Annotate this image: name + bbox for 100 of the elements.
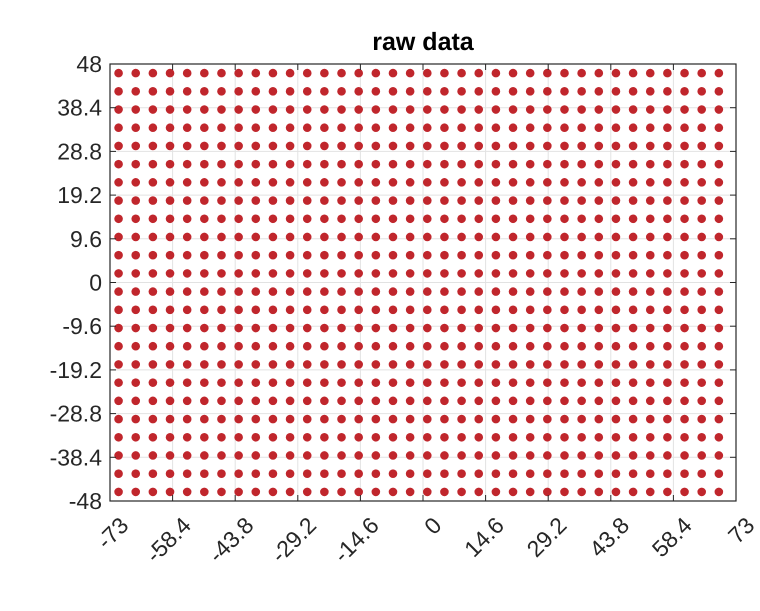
point bbox=[474, 250, 484, 260]
point bbox=[594, 432, 604, 442]
point bbox=[182, 178, 192, 187]
point bbox=[320, 378, 329, 387]
point bbox=[526, 214, 534, 224]
point bbox=[680, 142, 689, 150]
point bbox=[166, 488, 174, 496]
point bbox=[560, 287, 569, 296]
point bbox=[182, 160, 192, 168]
point bbox=[200, 451, 209, 460]
point bbox=[457, 396, 466, 406]
point bbox=[646, 160, 655, 168]
point bbox=[114, 324, 123, 332]
point bbox=[422, 378, 432, 387]
point bbox=[131, 196, 140, 205]
point bbox=[543, 342, 552, 351]
point bbox=[286, 105, 294, 114]
point bbox=[372, 105, 380, 114]
point bbox=[714, 87, 724, 96]
point bbox=[131, 87, 140, 96]
point bbox=[474, 432, 484, 442]
point bbox=[508, 396, 518, 406]
point bbox=[440, 342, 449, 351]
point bbox=[148, 178, 158, 187]
point bbox=[577, 214, 586, 224]
point bbox=[508, 269, 518, 278]
point bbox=[422, 105, 432, 114]
point bbox=[268, 178, 278, 187]
point bbox=[131, 214, 140, 224]
point bbox=[337, 360, 346, 369]
point bbox=[440, 196, 449, 205]
point bbox=[286, 396, 294, 406]
point bbox=[114, 196, 123, 205]
point bbox=[406, 68, 414, 78]
point bbox=[302, 414, 312, 424]
point bbox=[131, 396, 140, 406]
point bbox=[182, 342, 192, 351]
point bbox=[560, 378, 569, 387]
point bbox=[422, 432, 432, 442]
point bbox=[320, 324, 329, 332]
point bbox=[543, 306, 552, 314]
point bbox=[114, 469, 123, 478]
point bbox=[492, 68, 500, 78]
point bbox=[302, 214, 312, 224]
point bbox=[200, 269, 209, 278]
point bbox=[526, 105, 534, 114]
point bbox=[234, 324, 243, 332]
point bbox=[663, 414, 672, 424]
point bbox=[406, 160, 414, 168]
point bbox=[474, 324, 484, 332]
point bbox=[577, 105, 586, 114]
point bbox=[508, 287, 518, 296]
point bbox=[663, 396, 672, 406]
point bbox=[286, 123, 294, 132]
point bbox=[680, 414, 689, 424]
point bbox=[628, 178, 638, 187]
y-tick-label: 48 bbox=[76, 51, 102, 77]
point bbox=[114, 178, 123, 187]
point bbox=[166, 378, 174, 387]
point bbox=[217, 250, 226, 260]
point bbox=[354, 178, 363, 187]
point bbox=[577, 123, 586, 132]
point bbox=[320, 160, 329, 168]
point bbox=[200, 87, 209, 96]
point bbox=[320, 269, 329, 278]
point bbox=[457, 105, 466, 114]
point bbox=[492, 324, 500, 332]
point bbox=[406, 396, 414, 406]
point bbox=[646, 68, 655, 78]
point bbox=[388, 142, 398, 150]
point bbox=[422, 196, 432, 205]
point bbox=[474, 196, 484, 205]
point bbox=[422, 123, 432, 132]
point bbox=[388, 360, 398, 369]
point bbox=[714, 68, 724, 78]
point bbox=[182, 432, 192, 442]
point bbox=[526, 250, 534, 260]
point bbox=[577, 414, 586, 424]
point bbox=[148, 451, 158, 460]
point bbox=[543, 360, 552, 369]
point bbox=[474, 160, 484, 168]
point bbox=[577, 324, 586, 332]
point bbox=[388, 342, 398, 351]
point bbox=[114, 432, 123, 442]
point bbox=[457, 214, 466, 224]
point bbox=[406, 87, 414, 96]
point bbox=[406, 451, 414, 460]
point bbox=[543, 396, 552, 406]
x-tick-label: 0 bbox=[418, 512, 446, 540]
point bbox=[457, 324, 466, 332]
y-tick-label: 19.2 bbox=[57, 182, 102, 208]
point bbox=[166, 178, 174, 187]
point bbox=[646, 196, 655, 205]
point bbox=[406, 287, 414, 296]
point bbox=[663, 250, 672, 260]
point bbox=[663, 324, 672, 332]
point bbox=[131, 414, 140, 424]
point bbox=[680, 488, 689, 496]
point bbox=[457, 160, 466, 168]
point bbox=[148, 396, 158, 406]
